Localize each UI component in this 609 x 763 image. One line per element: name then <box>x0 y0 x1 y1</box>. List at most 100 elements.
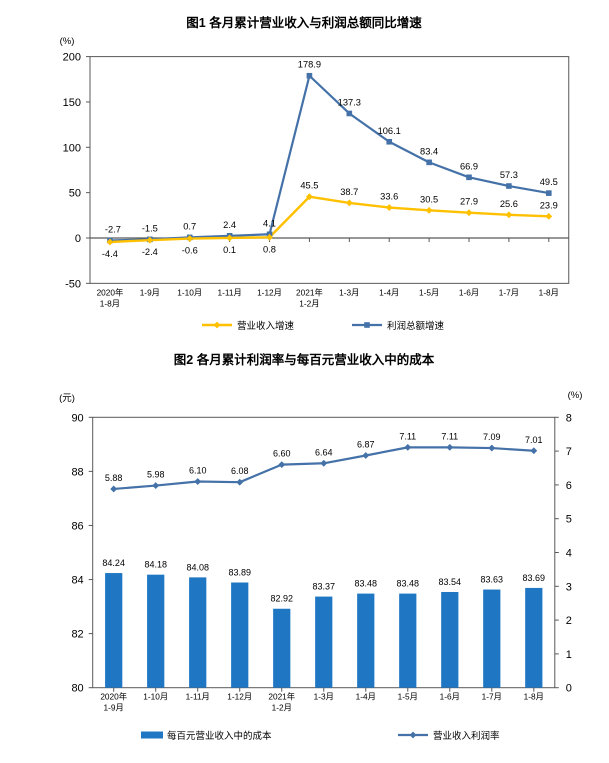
svg-text:-1.5: -1.5 <box>142 223 158 233</box>
svg-text:0.1: 0.1 <box>223 245 236 255</box>
svg-text:1-6月: 1-6月 <box>459 287 479 297</box>
svg-text:50: 50 <box>69 188 81 200</box>
svg-text:(元): (元) <box>59 393 75 404</box>
svg-text:1-7月: 1-7月 <box>482 692 502 702</box>
svg-text:6: 6 <box>566 480 572 492</box>
svg-text:88: 88 <box>71 466 83 478</box>
svg-text:0.8: 0.8 <box>263 244 276 254</box>
svg-text:6.64: 6.64 <box>315 447 333 457</box>
svg-text:5.98: 5.98 <box>147 470 165 480</box>
svg-text:1-8月: 1-8月 <box>539 287 559 297</box>
svg-text:23.9: 23.9 <box>540 200 558 210</box>
svg-text:6.87: 6.87 <box>357 439 375 449</box>
svg-text:1-8月: 1-8月 <box>524 692 544 702</box>
svg-text:6.60: 6.60 <box>273 449 291 459</box>
svg-text:1-3月: 1-3月 <box>314 692 334 702</box>
svg-text:30.5: 30.5 <box>420 194 438 204</box>
svg-text:1: 1 <box>566 649 572 661</box>
svg-text:8: 8 <box>566 412 572 424</box>
svg-text:1-10月: 1-10月 <box>177 287 202 297</box>
svg-text:2021年: 2021年 <box>268 692 295 702</box>
svg-text:83.69: 83.69 <box>523 573 546 583</box>
svg-text:178.9: 178.9 <box>298 60 321 70</box>
svg-text:-2.7: -2.7 <box>105 224 121 234</box>
svg-text:84.18: 84.18 <box>144 560 167 570</box>
svg-text:5: 5 <box>566 514 572 526</box>
svg-text:82: 82 <box>71 629 83 641</box>
svg-text:84.08: 84.08 <box>186 562 209 572</box>
svg-text:1-4月: 1-4月 <box>356 692 376 702</box>
svg-text:33.6: 33.6 <box>380 192 398 202</box>
svg-text:45.5: 45.5 <box>300 181 318 191</box>
svg-text:7.11: 7.11 <box>441 431 458 441</box>
svg-text:200: 200 <box>63 52 81 64</box>
svg-text:每百元营业收入中的成本: 每百元营业收入中的成本 <box>167 730 272 742</box>
svg-text:7: 7 <box>566 446 572 458</box>
svg-text:1-12月: 1-12月 <box>257 287 282 297</box>
svg-text:(%): (%) <box>568 390 583 401</box>
svg-text:营业收入利润率: 营业收入利润率 <box>433 730 500 742</box>
svg-text:83.37: 83.37 <box>312 582 335 592</box>
svg-text:-50: -50 <box>65 278 81 290</box>
svg-text:1-11月: 1-11月 <box>186 692 210 702</box>
svg-text:3: 3 <box>566 581 572 593</box>
svg-text:1-9月: 1-9月 <box>104 703 124 713</box>
svg-text:1-2月: 1-2月 <box>272 703 292 713</box>
svg-text:1-8月: 1-8月 <box>100 298 120 308</box>
svg-text:1-11月: 1-11月 <box>217 287 241 297</box>
svg-text:83.48: 83.48 <box>397 579 420 589</box>
svg-text:图1 各月累计营业收入与利润总额同比增速: 图1 各月累计营业收入与利润总额同比增速 <box>186 15 422 30</box>
svg-text:6.08: 6.08 <box>231 466 249 476</box>
svg-text:80: 80 <box>71 683 83 695</box>
svg-text:83.89: 83.89 <box>228 568 251 578</box>
svg-text:1-9月: 1-9月 <box>140 287 160 297</box>
svg-text:100: 100 <box>63 142 81 154</box>
svg-text:营业收入增速: 营业收入增速 <box>237 320 295 332</box>
svg-text:1-7月: 1-7月 <box>499 287 519 297</box>
svg-text:-4.4: -4.4 <box>102 249 118 259</box>
svg-text:1-6月: 1-6月 <box>440 692 460 702</box>
svg-text:150: 150 <box>63 97 81 109</box>
svg-text:83.54: 83.54 <box>439 577 462 587</box>
svg-text:2020年: 2020年 <box>100 692 127 702</box>
svg-text:(%): (%) <box>60 36 75 47</box>
svg-text:83.48: 83.48 <box>354 579 377 589</box>
svg-text:83.4: 83.4 <box>420 146 438 156</box>
svg-text:5.88: 5.88 <box>105 473 123 483</box>
svg-text:1-10月: 1-10月 <box>143 692 168 702</box>
svg-text:1-4月: 1-4月 <box>379 287 399 297</box>
svg-text:1-3月: 1-3月 <box>339 287 359 297</box>
svg-text:1-5月: 1-5月 <box>398 692 418 702</box>
svg-text:1-12月: 1-12月 <box>227 692 252 702</box>
svg-text:4: 4 <box>566 548 572 560</box>
svg-text:38.7: 38.7 <box>340 187 358 197</box>
svg-text:90: 90 <box>71 412 83 424</box>
svg-text:0.7: 0.7 <box>183 221 196 231</box>
svg-text:86: 86 <box>71 520 83 532</box>
svg-text:-2.4: -2.4 <box>142 247 158 257</box>
svg-text:0: 0 <box>566 683 572 695</box>
svg-text:66.9: 66.9 <box>460 161 478 171</box>
svg-text:4.1: 4.1 <box>263 218 276 228</box>
svg-text:6.10: 6.10 <box>189 466 207 476</box>
svg-text:137.3: 137.3 <box>338 97 361 107</box>
svg-text:83.63: 83.63 <box>481 575 504 585</box>
svg-text:-0.6: -0.6 <box>182 246 198 256</box>
svg-text:图2 各月累计利润率与每百元营业收入中的成本: 图2 各月累计利润率与每百元营业收入中的成本 <box>174 352 435 367</box>
svg-text:49.5: 49.5 <box>540 177 558 187</box>
svg-text:25.6: 25.6 <box>500 199 518 209</box>
svg-text:2: 2 <box>566 615 572 627</box>
svg-text:0: 0 <box>75 233 81 245</box>
svg-text:7.11: 7.11 <box>399 431 416 441</box>
svg-text:利润总额增速: 利润总额增速 <box>387 320 445 332</box>
svg-text:1-2月: 1-2月 <box>299 298 319 308</box>
svg-text:84.24: 84.24 <box>102 558 125 568</box>
svg-text:82.92: 82.92 <box>270 594 293 604</box>
svg-text:7.09: 7.09 <box>483 432 501 442</box>
svg-text:84: 84 <box>71 575 83 587</box>
svg-text:7.01: 7.01 <box>525 435 543 445</box>
svg-text:2.4: 2.4 <box>223 220 236 230</box>
svg-text:1-5月: 1-5月 <box>419 287 439 297</box>
svg-text:27.9: 27.9 <box>460 197 478 207</box>
svg-text:2021年: 2021年 <box>296 287 323 297</box>
